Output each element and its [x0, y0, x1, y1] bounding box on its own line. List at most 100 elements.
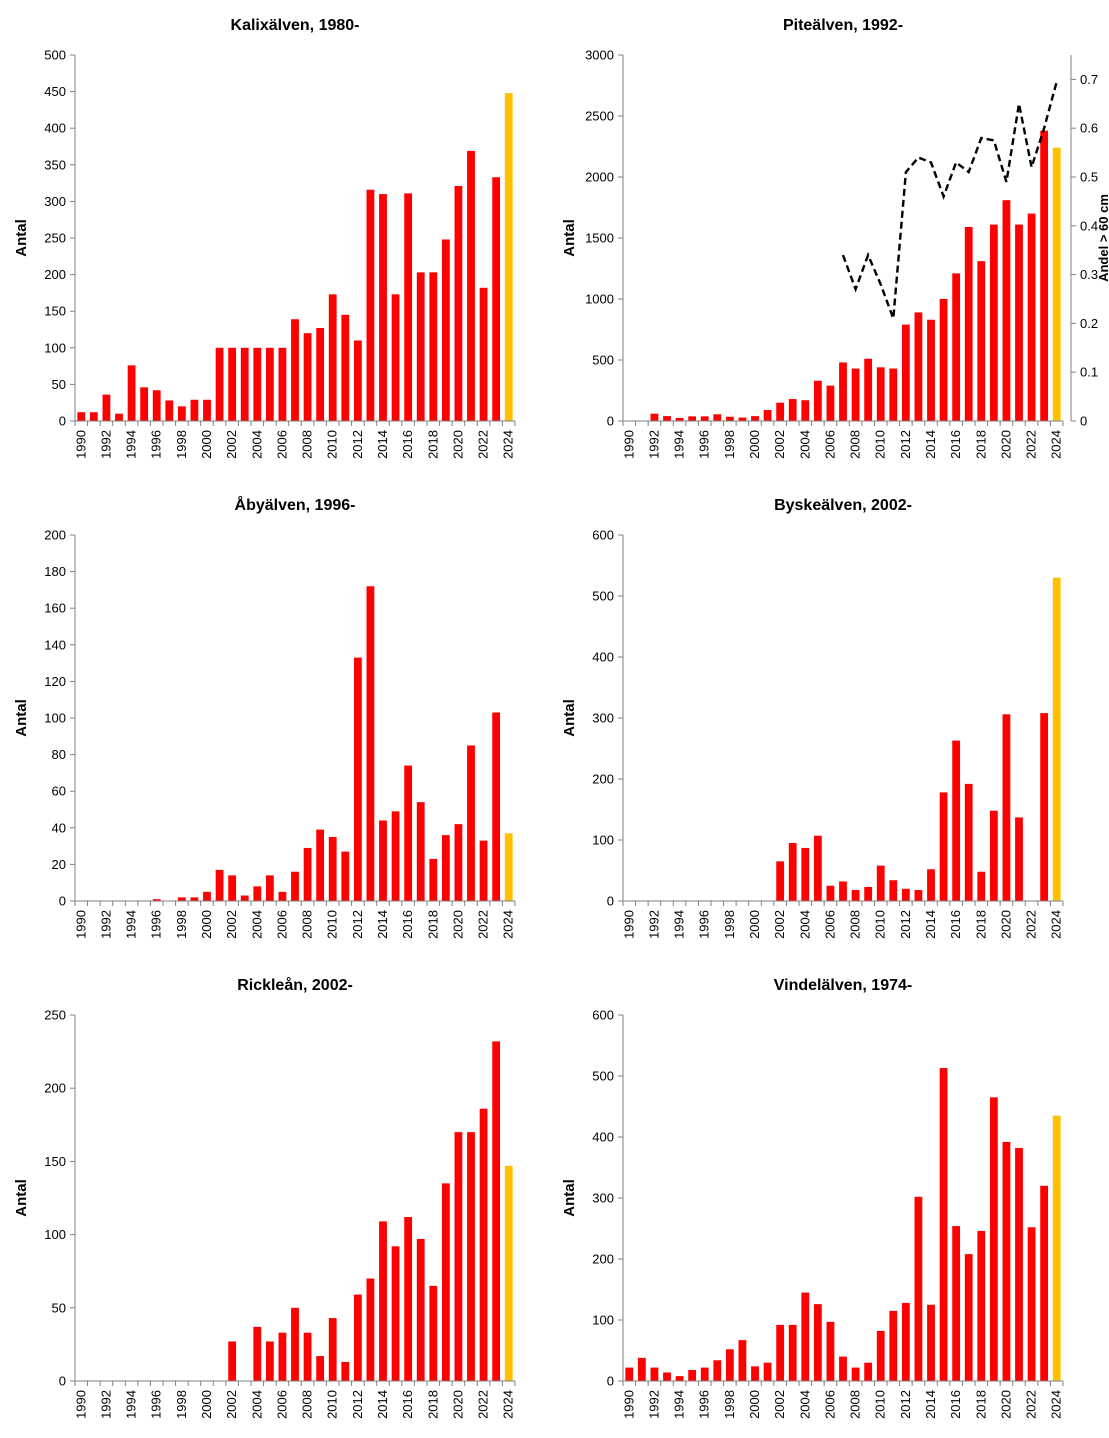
x-tick-label: 2014 — [923, 1390, 938, 1419]
bar-2024 — [504, 93, 513, 422]
bar-2009 — [316, 1356, 325, 1381]
chart-title: Kalixälven, 1980- — [231, 17, 360, 34]
bar-1992 — [102, 394, 111, 421]
x-tick-label: 1998 — [174, 430, 189, 459]
x-tick-label: 2022 — [476, 910, 491, 939]
y-tick-label: 150 — [44, 1154, 66, 1169]
bar-1998 — [177, 897, 186, 901]
bar-2005 — [265, 347, 274, 421]
bar-2004 — [801, 400, 810, 421]
x-tick-label: 2000 — [747, 430, 762, 459]
bar-2022 — [1027, 213, 1036, 421]
x-tick-label: 1992 — [646, 1390, 661, 1419]
x-tick-label: 2004 — [249, 910, 264, 939]
bar-2013 — [914, 312, 923, 421]
x-tick-label: 2016 — [948, 910, 963, 939]
y-tick-label: 2500 — [585, 109, 614, 124]
bar-2021 — [467, 745, 475, 901]
bar-2020 — [1002, 714, 1011, 901]
x-tick-label: 2012 — [898, 1390, 913, 1419]
bar-2007 — [291, 1307, 299, 1381]
bar-2019 — [989, 224, 998, 421]
bar-2016 — [404, 193, 413, 421]
bar-2024 — [504, 1165, 513, 1381]
x-tick-label: 2008 — [848, 1390, 863, 1419]
x-tick-label: 2014 — [375, 910, 390, 939]
bar-2018 — [429, 1285, 438, 1381]
bar-2003 — [240, 895, 249, 901]
y-tick-label: 60 — [52, 784, 66, 799]
x-tick-label: 2004 — [797, 910, 812, 939]
bar-2014 — [927, 869, 935, 901]
x-tick-label: 2012 — [350, 1390, 365, 1419]
bar-2004 — [253, 886, 262, 901]
x-tick-label: 2006 — [274, 910, 289, 939]
x-tick-label: 2018 — [973, 910, 988, 939]
chart-byskealven: Byskeälven, 2002- 0 100 200 300 400 500 600 Anta… — [548, 480, 1098, 958]
x-tick-label: 2000 — [199, 430, 214, 459]
y-tick-label: 500 — [592, 353, 614, 368]
bar-2023 — [492, 1041, 501, 1381]
chart-title: Vindelälven, 1974- — [774, 977, 912, 994]
x-tick-label: 2000 — [199, 1390, 214, 1419]
x-tick-label: 2022 — [476, 430, 491, 459]
bar-2009 — [864, 886, 873, 901]
bar-2015 — [939, 792, 948, 901]
chart-abyalven-svg: Åbyälven, 1996- 0 20 40 60 80 100 120 140 160 180 2… — [13, 495, 516, 939]
bar-2013 — [914, 1196, 923, 1381]
bar-2000 — [751, 416, 759, 421]
bar-2004 — [253, 347, 262, 421]
bar-2018 — [977, 1230, 986, 1381]
x-tick-label: 2006 — [822, 1390, 837, 1419]
y-tick-label: 0 — [59, 414, 66, 429]
y-tick-label: 300 — [592, 711, 614, 726]
bar-2011 — [341, 1361, 350, 1381]
bar-1998 — [177, 406, 186, 421]
x-tick-label: 2010 — [325, 430, 340, 459]
x-tick-label: 2024 — [501, 430, 516, 459]
bar-1999 — [190, 897, 199, 901]
bar-2022 — [479, 840, 488, 901]
x-tick-label: 1996 — [697, 430, 712, 459]
bar-2011 — [889, 1310, 898, 1381]
bar-1997 — [713, 414, 722, 421]
x-tick-label: 2018 — [973, 1390, 988, 1419]
x-tick-label: 2024 — [1049, 430, 1064, 459]
bar-1999 — [190, 399, 199, 421]
bar-2016 — [952, 740, 961, 901]
bar-2021 — [1015, 224, 1023, 421]
bar-1991 — [637, 1357, 646, 1381]
bar-2019 — [989, 1097, 998, 1381]
chart-title: Rickleån, 2002- — [237, 976, 353, 994]
bar-2012 — [901, 1302, 910, 1381]
y-tick-label: 200 — [44, 267, 66, 282]
y-tick-label: 180 — [44, 564, 66, 579]
bar-2006 — [278, 1332, 287, 1381]
bar-2002 — [776, 1324, 785, 1381]
bar-1992 — [650, 413, 659, 421]
bar-2022 — [1027, 1227, 1036, 1381]
bar-1994 — [675, 417, 684, 421]
x-tick-label: 2002 — [772, 910, 787, 939]
bar-2009 — [316, 328, 325, 421]
chart-title: Byskeälven, 2002- — [774, 497, 912, 514]
bar-2007 — [839, 1356, 847, 1381]
bar-2019 — [441, 1183, 450, 1381]
y-axis-title: Antal — [13, 699, 30, 737]
bar-2023 — [492, 712, 501, 901]
y-tick-label: 200 — [592, 772, 614, 787]
bar-2017 — [416, 272, 425, 421]
bar-1997 — [713, 1360, 722, 1381]
bar-2015 — [939, 299, 948, 421]
bar-2009 — [864, 358, 873, 421]
bar-2012 — [901, 888, 910, 901]
y-tick-label: 500 — [592, 1069, 614, 1084]
x-tick-label: 2020 — [450, 430, 465, 459]
bar-2007 — [291, 871, 299, 901]
bar-1990 — [625, 1367, 634, 1381]
x-tick-label: 2014 — [375, 1390, 390, 1419]
bar-2002 — [228, 347, 237, 421]
bar-2003 — [788, 1324, 797, 1381]
x-tick-label: 2016 — [400, 1390, 415, 1419]
chart-abyalven: Åbyälven, 1996- 0 20 40 60 80 100 120 140 160 180 2… — [0, 480, 550, 958]
